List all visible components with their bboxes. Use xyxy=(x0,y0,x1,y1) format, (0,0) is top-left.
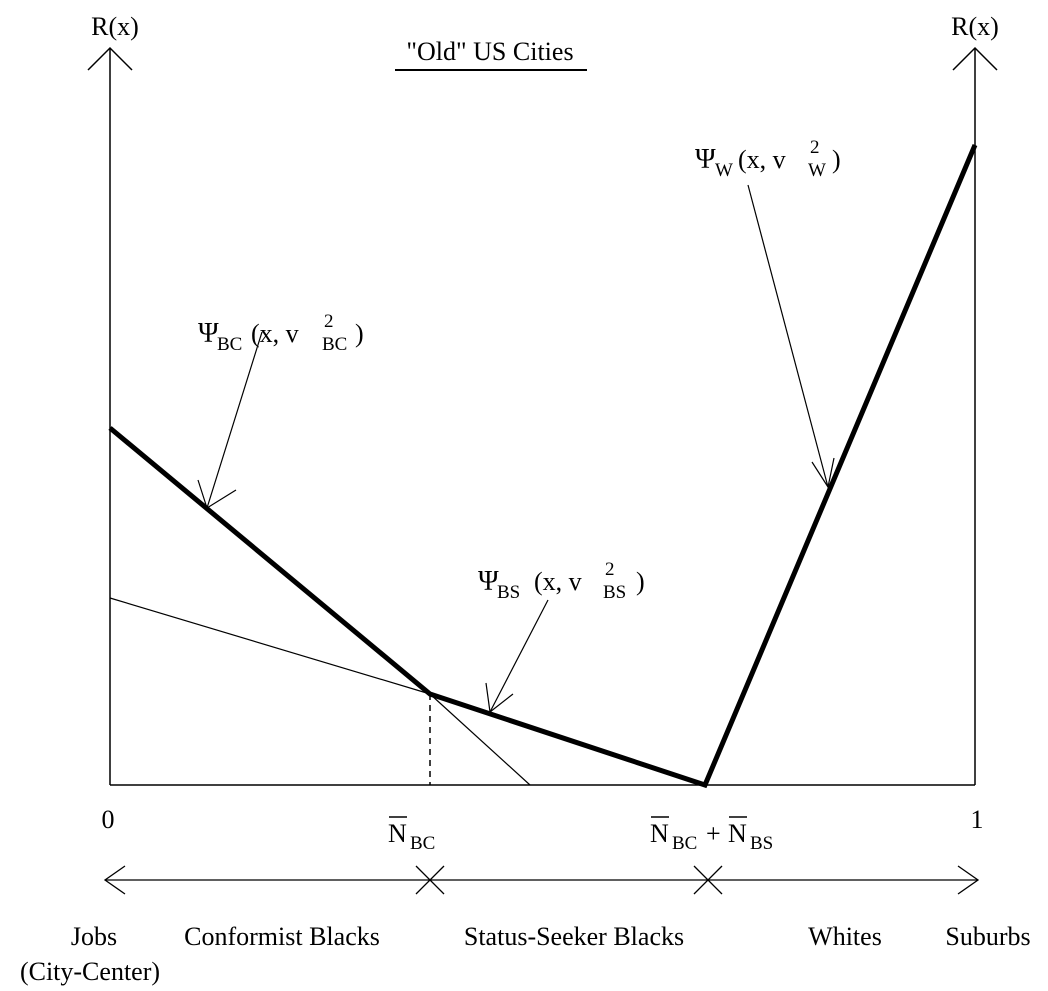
svg-text:): ) xyxy=(636,567,645,596)
svg-text:W: W xyxy=(715,160,733,181)
psi-bc-label: Ψ BC (x, v 2 BC ) xyxy=(198,311,364,355)
svg-text:BC: BC xyxy=(410,833,435,854)
region-arrow-line xyxy=(103,865,980,895)
chart-title: "Old" US Cities xyxy=(406,37,573,66)
svg-text:Ψ: Ψ xyxy=(478,566,499,597)
w-pointer-arrow xyxy=(747,184,835,489)
right-y-axis-arrowhead xyxy=(952,46,998,71)
x-tick-1: 1 xyxy=(971,805,984,834)
region-conformist-blacks: Conformist Blacks xyxy=(184,922,380,951)
svg-text:N: N xyxy=(650,819,669,848)
svg-text:W: W xyxy=(808,160,826,181)
bs-pointer-arrow xyxy=(485,599,549,714)
bc-pointer-arrow xyxy=(197,331,263,509)
x-tick-0: 0 xyxy=(102,805,115,834)
right-y-axis-label: R(x) xyxy=(951,12,999,41)
x-tick-n-bc: N BC xyxy=(388,816,435,854)
svg-text:2: 2 xyxy=(324,311,334,332)
svg-text:BC: BC xyxy=(672,833,697,854)
svg-text:BS: BS xyxy=(497,582,520,603)
svg-text:): ) xyxy=(832,145,841,174)
svg-text:): ) xyxy=(355,319,364,348)
psi-bs-label: Ψ BS (x, v 2 BS ) xyxy=(478,559,645,603)
psi-w-label: Ψ W (x, v 2 W ) xyxy=(695,137,841,181)
svg-text:Ψ: Ψ xyxy=(695,144,716,175)
bid-rent-envelope xyxy=(108,144,978,789)
svg-text:BS: BS xyxy=(603,582,626,603)
region-whites: Whites xyxy=(808,922,882,951)
svg-text:BC: BC xyxy=(322,334,347,355)
svg-text:(x, v: (x, v xyxy=(251,319,299,348)
svg-text:N: N xyxy=(728,819,747,848)
svg-text:2: 2 xyxy=(810,137,820,158)
svg-text:+: + xyxy=(706,819,721,848)
x-tick-n-bc-plus-n-bs: N BC + N BS xyxy=(650,816,773,854)
left-y-axis-arrowhead xyxy=(87,46,133,71)
bc-curve-extension xyxy=(429,693,531,786)
svg-text:Ψ: Ψ xyxy=(198,318,219,349)
svg-text:BC: BC xyxy=(217,334,242,355)
left-y-axis-label: R(x) xyxy=(91,12,139,41)
svg-text:(x, v: (x, v xyxy=(738,145,786,174)
svg-text:(x, v: (x, v xyxy=(534,567,582,596)
region-suburbs: Suburbs xyxy=(945,922,1030,951)
svg-text:2: 2 xyxy=(605,559,615,580)
region-city-center: (City-Center) xyxy=(20,957,160,986)
region-jobs: Jobs xyxy=(71,922,117,951)
svg-text:N: N xyxy=(388,819,407,848)
region-status-seeker-blacks: Status-Seeker Blacks xyxy=(464,922,684,951)
bs-curve-extension xyxy=(109,597,431,695)
svg-text:BS: BS xyxy=(750,833,773,854)
